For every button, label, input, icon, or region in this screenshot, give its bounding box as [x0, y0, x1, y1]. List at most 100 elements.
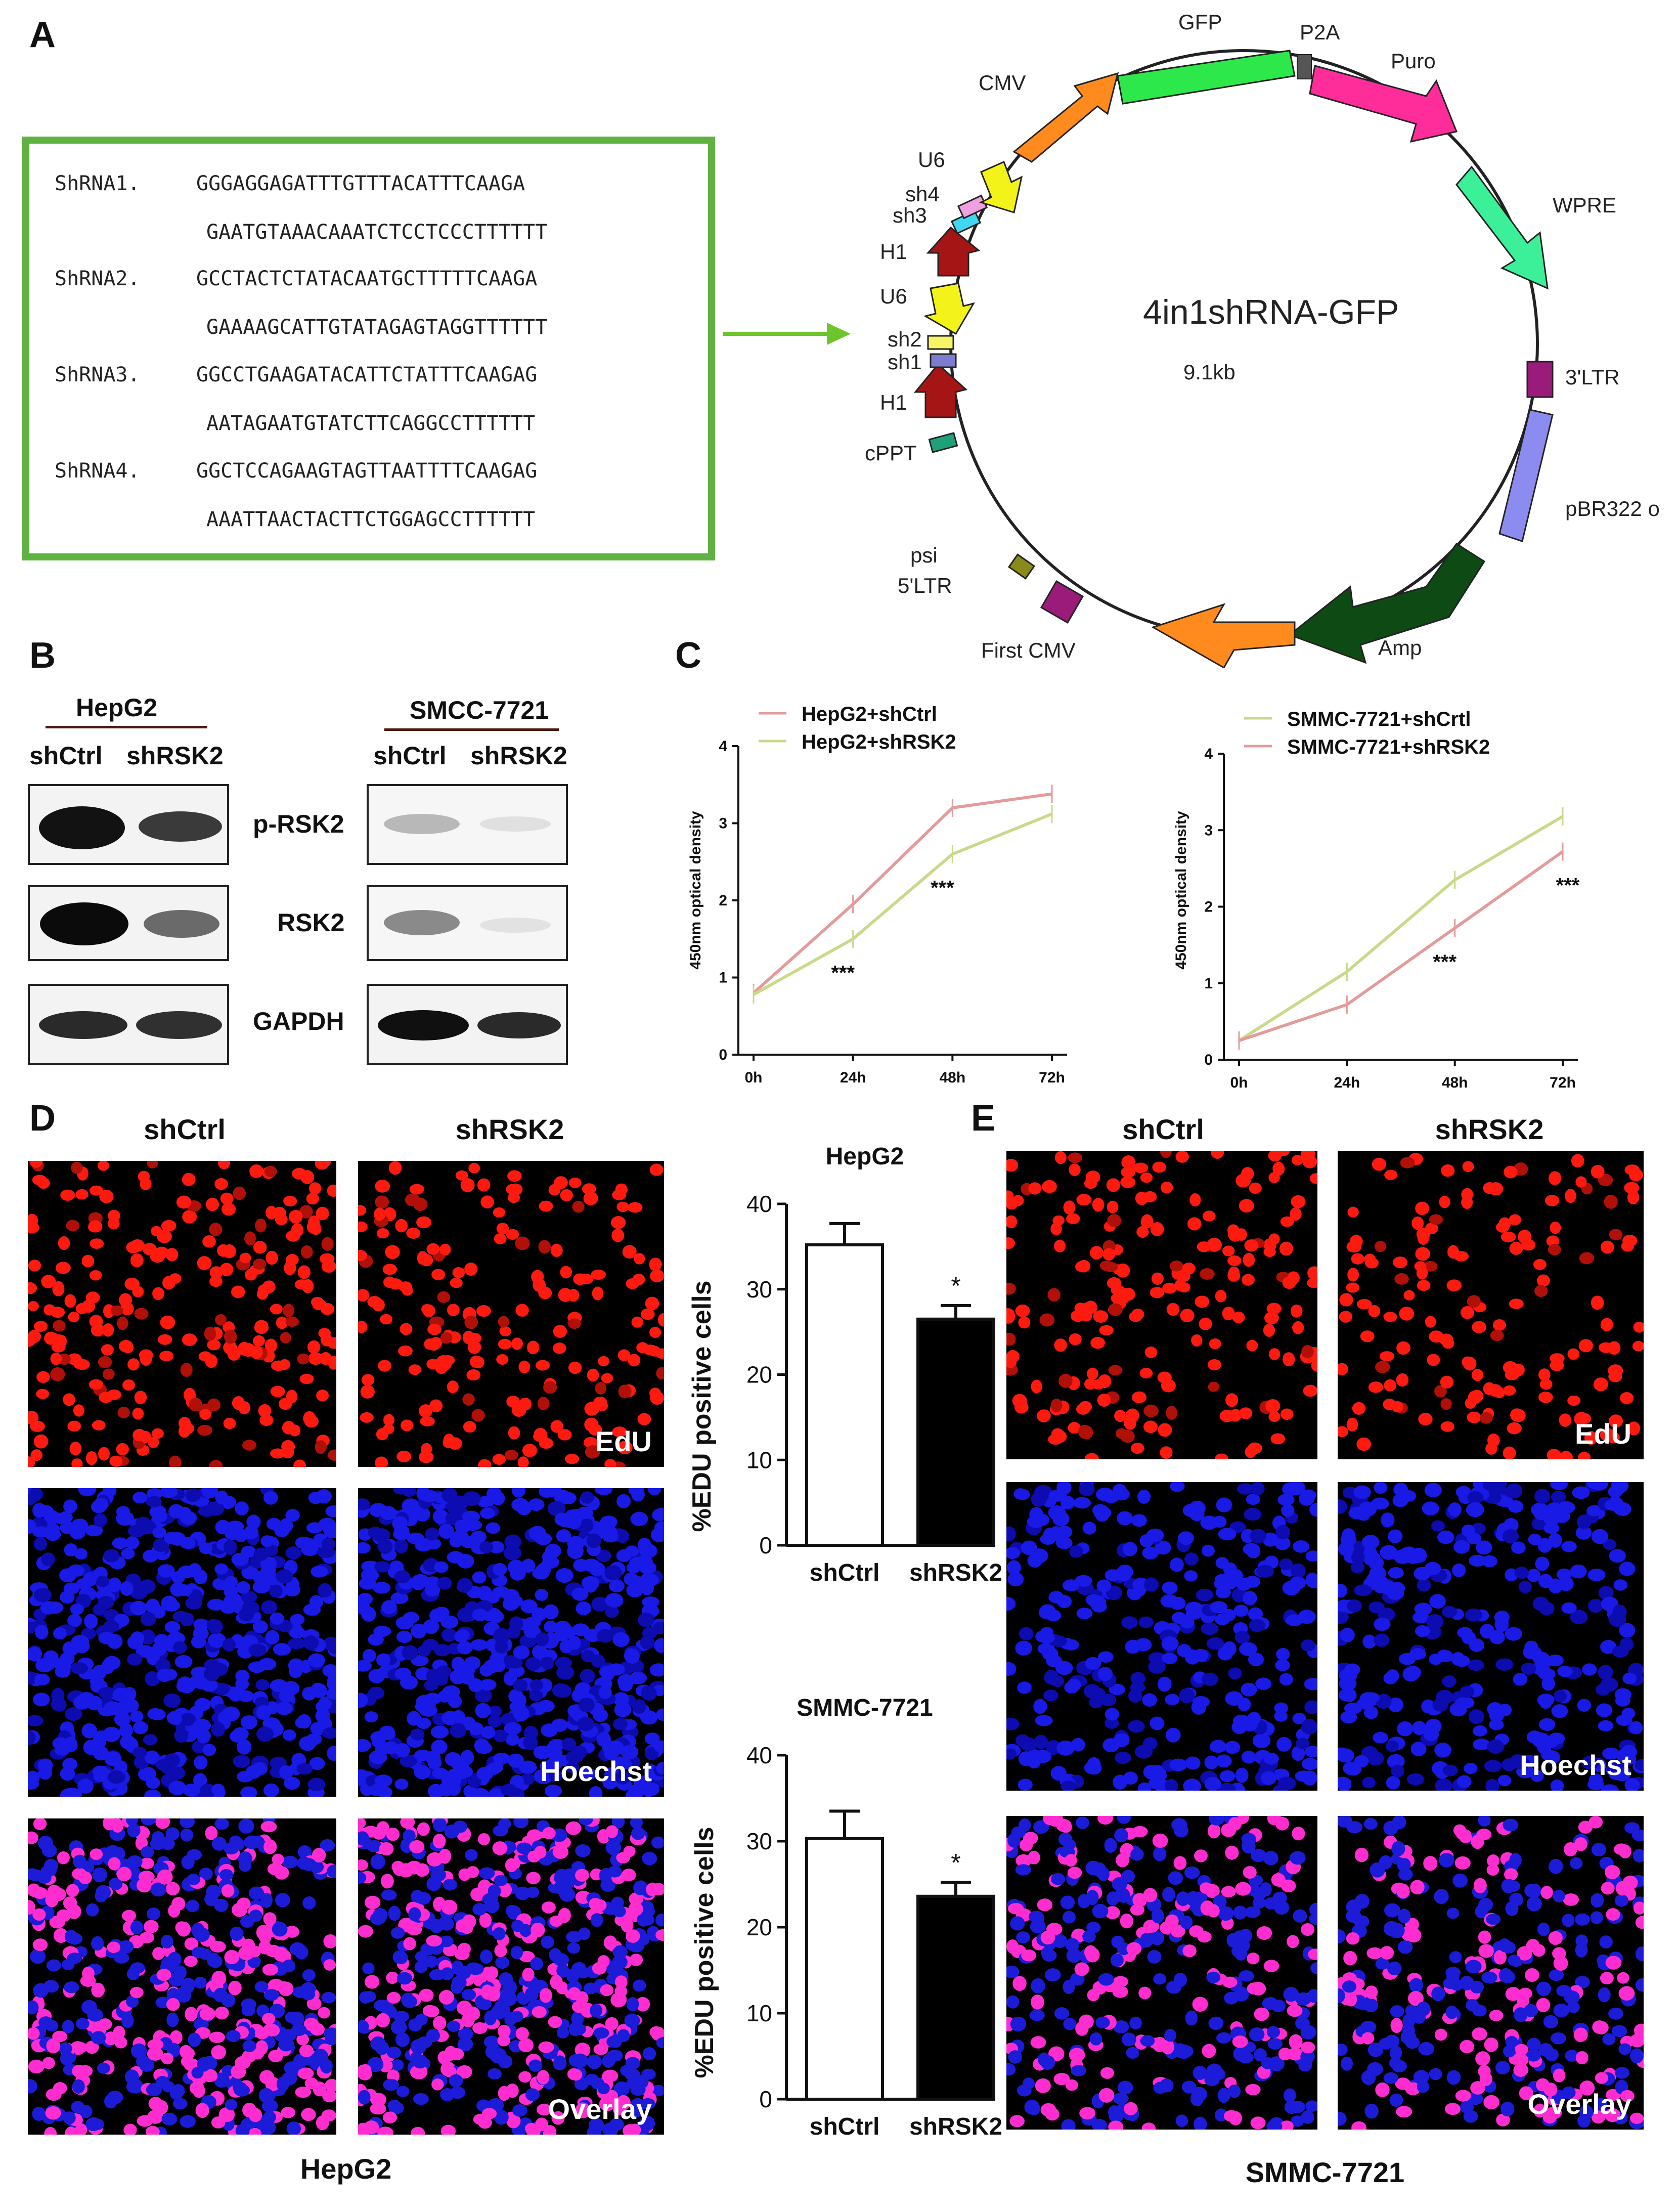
nucleus: [1033, 1820, 1049, 1834]
nucleus: [114, 2036, 127, 2049]
nucleus: [411, 2127, 425, 2135]
nucleus: [1468, 1709, 1484, 1724]
nucleus: [1528, 1534, 1542, 1545]
nucleus: [505, 1858, 518, 1873]
nucleus: [1302, 1155, 1317, 1168]
plasmid-name: 4in1shRNA-GFP: [1143, 293, 1399, 331]
nucleus: [99, 1190, 114, 1203]
field-background: [358, 1161, 664, 1467]
nucleus: [72, 2042, 88, 2054]
nucleus: [1604, 2108, 1621, 2122]
nucleus: [457, 1641, 473, 1655]
nucleus: [1338, 1363, 1348, 1375]
nucleus: [1532, 1944, 1546, 1957]
nucleus: [410, 1890, 424, 1903]
nucleus: [272, 1922, 288, 1937]
nucleus: [161, 1595, 178, 1611]
nucleus: [185, 2007, 198, 2022]
nucleus: [1289, 2034, 1303, 2050]
nucleus: [511, 1920, 524, 1932]
nucleus: [1557, 1501, 1575, 1514]
y-tick-label: 1: [1204, 975, 1213, 992]
nucleus: [507, 1625, 521, 1639]
blot-hepg2-title: HepG2: [76, 693, 158, 722]
nucleus: [571, 2011, 584, 2026]
nucleus: [64, 1788, 82, 1797]
nucleus: [600, 1984, 614, 1997]
nucleus: [1483, 1482, 1502, 1493]
nucleus: [304, 1415, 319, 1428]
nucleus: [73, 1404, 84, 1417]
nucleus: [1543, 2084, 1558, 2097]
series-line: [753, 792, 1052, 994]
nucleus: [550, 1420, 563, 1433]
nucleus: [1251, 1982, 1266, 1996]
label-wpre: WPRE: [1553, 193, 1616, 217]
nucleus: [385, 1245, 400, 1260]
nucleus: [1620, 1392, 1634, 1404]
nucleus: [1092, 1903, 1109, 1919]
nucleus: [654, 1521, 664, 1533]
nucleus: [423, 1619, 439, 1634]
nucleus: [90, 1238, 104, 1249]
nucleus: [450, 1722, 466, 1738]
nucleus: [432, 1834, 446, 1849]
nucleus: [1472, 1321, 1486, 1333]
nucleus: [62, 2020, 74, 2033]
nucleus: [1245, 2084, 1261, 2096]
nucleus: [587, 1368, 599, 1382]
nucleus: [504, 1534, 521, 1550]
nucleus: [302, 1969, 316, 1981]
nucleus: [1503, 1446, 1516, 1459]
nucleus: [358, 1542, 371, 1554]
nucleus: [1022, 2077, 1035, 2090]
nucleus: [257, 1284, 272, 1295]
y-tick-label: 4: [1204, 746, 1213, 762]
nucleus: [656, 2036, 664, 2049]
nucleus: [650, 1269, 664, 1283]
nucleus: [318, 1696, 332, 1711]
nucleus: [1612, 1645, 1629, 1658]
nucleus: [649, 1257, 662, 1272]
nucleus: [374, 1561, 390, 1573]
nucleus: [208, 1632, 226, 1648]
nucleus: [604, 1459, 616, 1467]
nucleus: [1338, 1609, 1349, 1624]
nucleus: [193, 2084, 205, 2098]
nucleus: [89, 1379, 104, 1390]
nucleus: [1153, 1973, 1167, 1985]
nucleus: [81, 2000, 97, 2015]
nucleus: [611, 1216, 626, 1229]
nucleus: [183, 1423, 195, 1434]
nucleus: [1006, 1357, 1017, 1368]
nucleus: [211, 1972, 227, 1986]
nucleus: [617, 1349, 631, 1361]
nucleus: [1432, 1698, 1448, 1712]
nucleus: [90, 1676, 105, 1687]
nucleus: [1130, 1681, 1145, 1694]
nucleus: [165, 1882, 180, 1895]
nucleus: [1256, 1926, 1272, 1940]
nucleus: [280, 2029, 297, 2042]
nucleus: [503, 1545, 522, 1560]
nucleus: [1209, 1338, 1221, 1350]
nucleus: [475, 1703, 491, 1718]
nucleus: [582, 1558, 600, 1572]
y-tick-label: 20: [746, 1362, 772, 1388]
nucleus: [1590, 1911, 1603, 1924]
nucleus: [157, 1334, 172, 1345]
nucleus: [44, 2127, 57, 2135]
nucleus: [498, 2024, 511, 2038]
nucleus: [29, 1161, 43, 1168]
nucleus: [33, 1983, 49, 1998]
nucleus: [509, 1788, 525, 1797]
nucleus: [276, 1702, 293, 1715]
nucleus: [1440, 1421, 1454, 1432]
nucleus: [513, 1679, 528, 1692]
nucleus: [1105, 1717, 1119, 1729]
nucleus: [1446, 1907, 1460, 1919]
x-tick-label: shRSK2: [909, 2113, 1001, 2140]
nucleus: [1346, 1909, 1361, 1923]
nucleus: [539, 1200, 553, 1212]
nucleus: [1246, 1545, 1261, 1558]
